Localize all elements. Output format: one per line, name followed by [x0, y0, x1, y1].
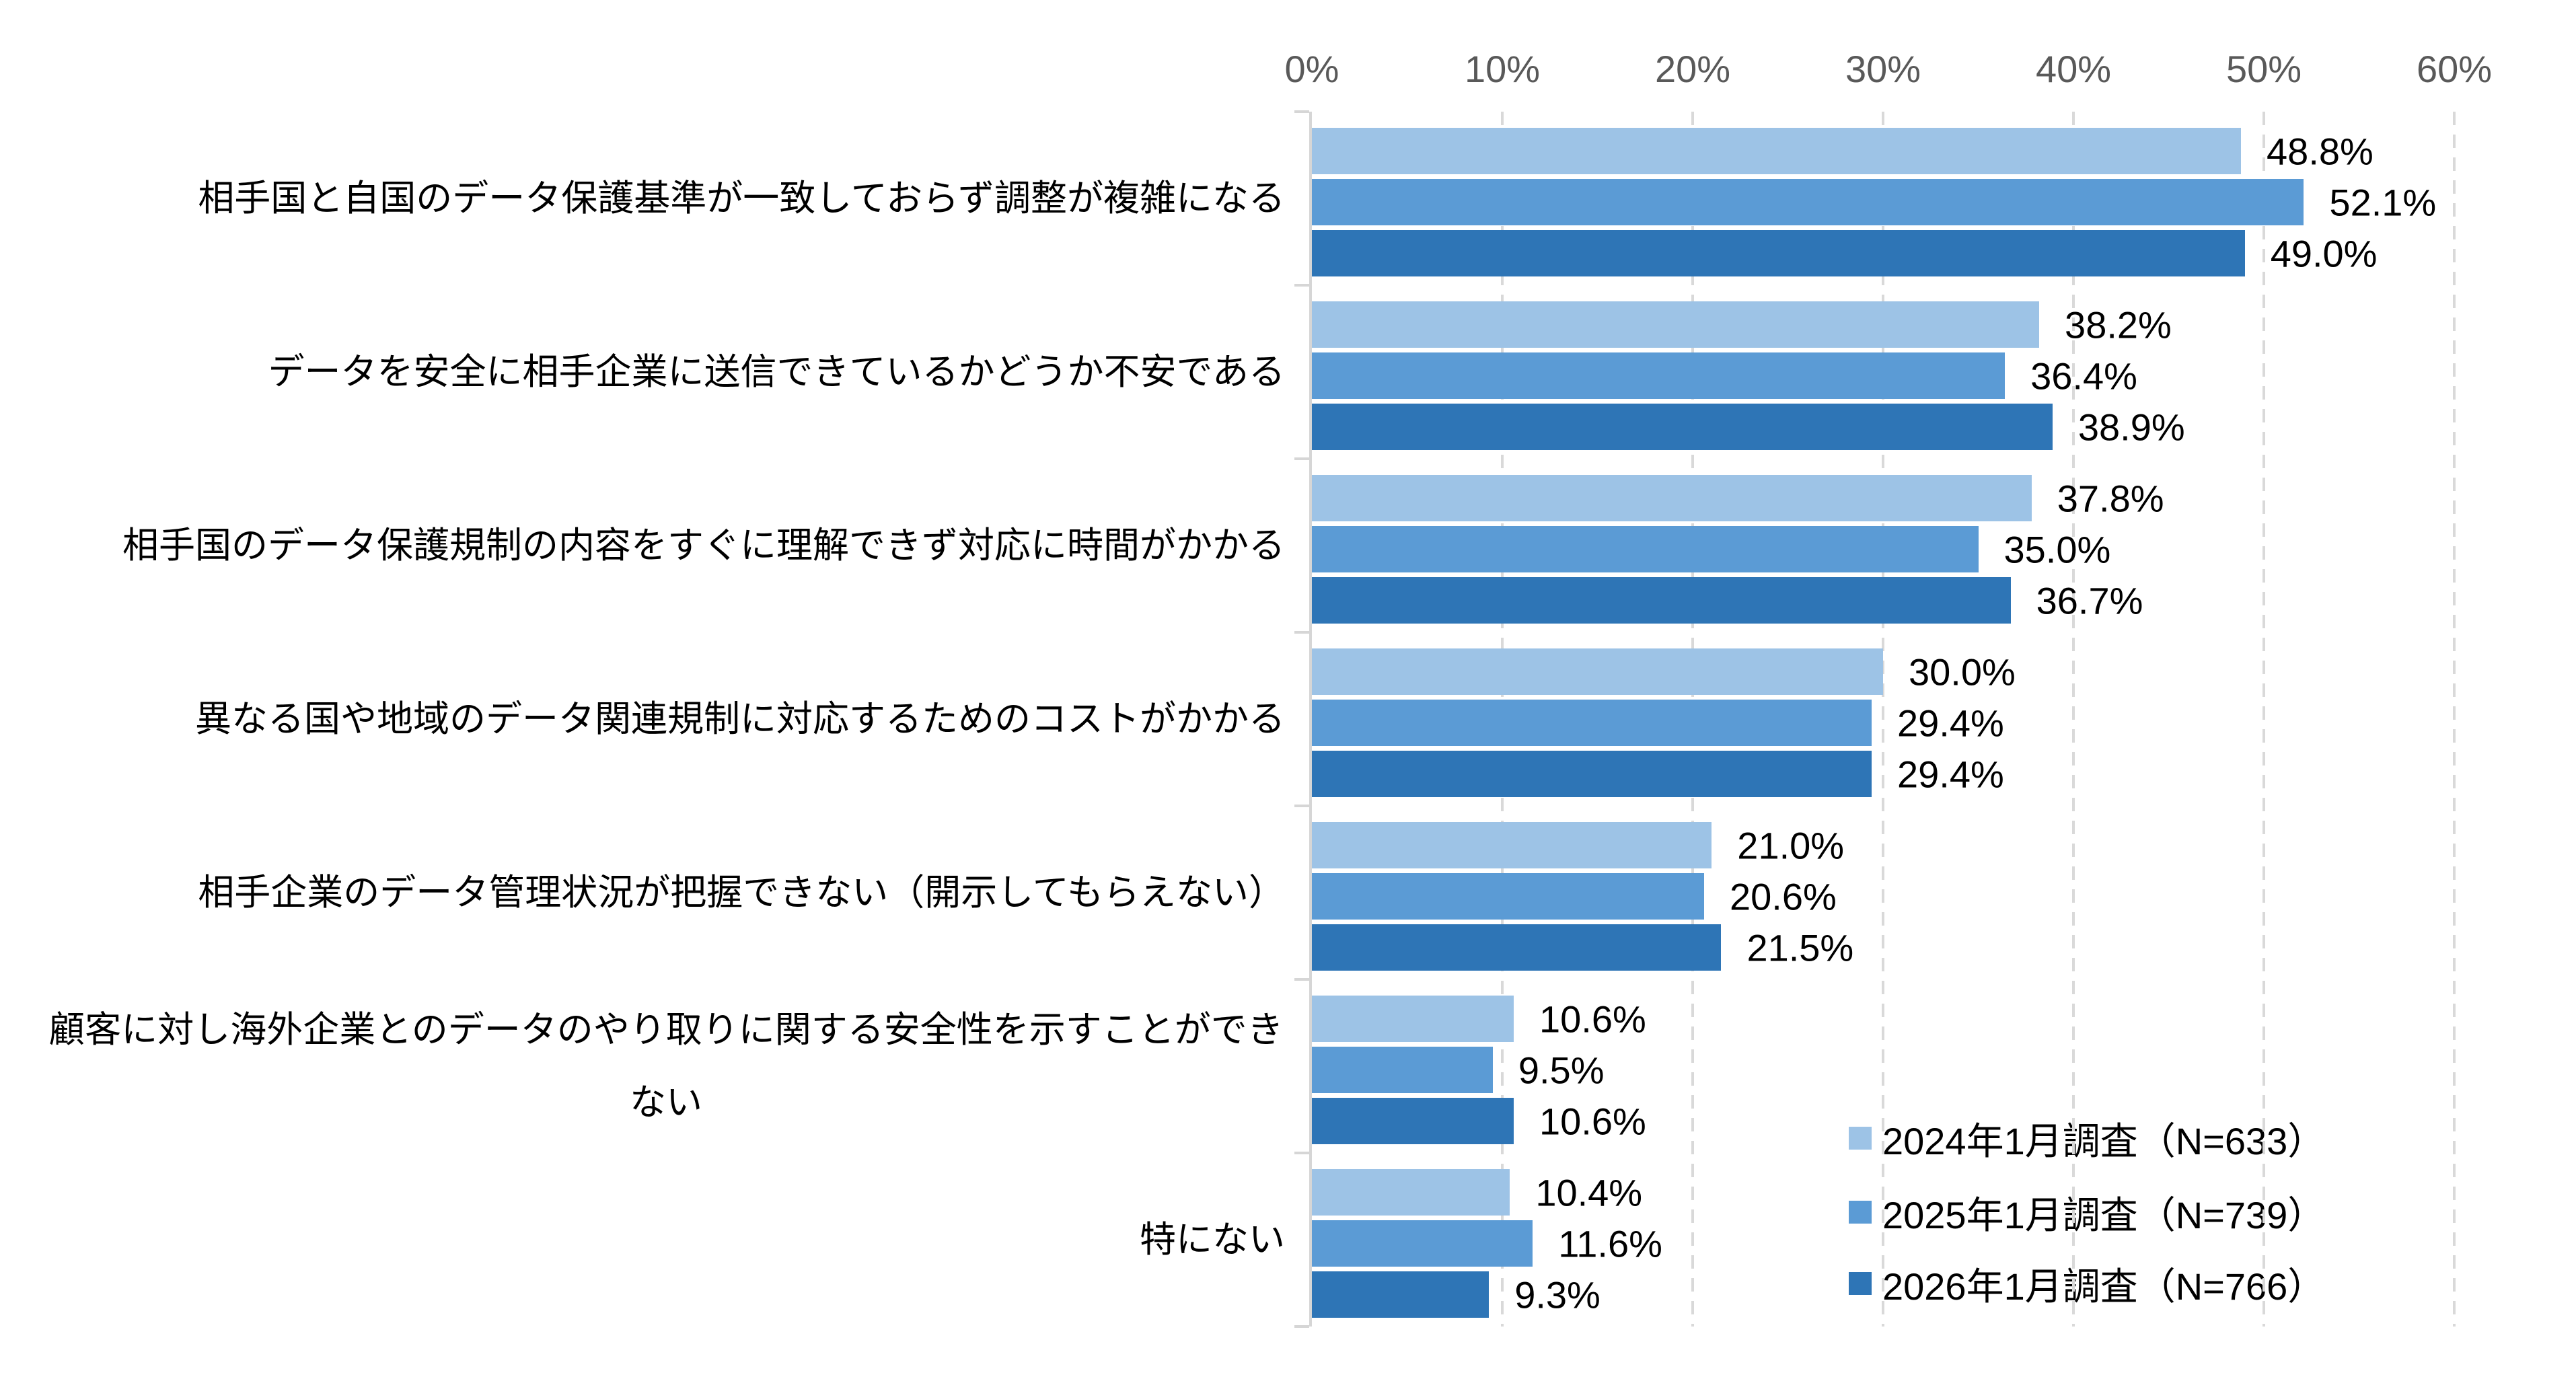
y-axis-tick — [1294, 110, 1309, 113]
bar-value-label: 49.0% — [2270, 232, 2378, 274]
bar — [1312, 128, 2242, 174]
bar-value-label: 11.6% — [1558, 1222, 1662, 1265]
legend-label: 2024年1月調査（N=633） — [1882, 1119, 2326, 1162]
legend-item: 2024年1月調査（N=633） — [1849, 1115, 2325, 1162]
category-label: 異なる国や地域のデータ関連規制に対応するためのコストがかかる — [47, 632, 1285, 806]
bar-value-label: 21.5% — [1746, 926, 1854, 969]
x-axis-tick-label: 40% — [2035, 48, 2112, 90]
bar — [1312, 526, 1979, 572]
bar-value-label: 38.2% — [2065, 303, 2172, 346]
category-label-text: 特にない — [1140, 1220, 1285, 1260]
bar — [1312, 179, 2304, 225]
y-axis-tick — [1294, 978, 1309, 981]
bar-value-label: 30.0% — [1909, 650, 2016, 693]
bar — [1312, 1169, 1510, 1216]
category-label-text: 相手国と自国のデータ保護基準が一致しておらず調整が複雑になる — [198, 178, 1285, 219]
y-axis-tick — [1294, 1325, 1309, 1328]
gridline — [2262, 112, 2265, 1327]
category-label: 特にない — [47, 1153, 1285, 1327]
bar — [1312, 577, 2011, 624]
category-label: 相手国のデータ保護規制の内容をすぐに理解できず対応に時間がかかる — [47, 459, 1285, 632]
legend-item: 2025年1月調査（N=739） — [1849, 1189, 2325, 1236]
bar — [1312, 996, 1514, 1042]
bar-value-label: 29.4% — [1897, 753, 2004, 795]
bar-value-label: 10.6% — [1539, 998, 1646, 1040]
bar — [1312, 1047, 1493, 1093]
bar — [1312, 873, 1704, 920]
x-axis-tick-label: 60% — [2416, 48, 2493, 90]
category-label: 相手国と自国のデータ保護基準が一致しておらず調整が複雑になる — [47, 112, 1285, 285]
bar-value-label: 9.3% — [1514, 1273, 1600, 1316]
y-axis-tick — [1294, 457, 1309, 460]
bar-value-label: 9.5% — [1518, 1049, 1605, 1091]
category-label-text: 相手国のデータ保護規制の内容をすぐに理解できず対応に時間がかかる — [122, 525, 1285, 566]
category-label-text: 顧客に対し海外企業とのデータのやり取りに関する安全性を示すことができない — [48, 1010, 1284, 1123]
bar-value-label: 21.0% — [1737, 824, 1845, 866]
category-label-text: データを安全に相手企業に送信できているかどうか不安である — [268, 352, 1285, 392]
bar-value-label: 52.1% — [2329, 181, 2437, 223]
bar — [1312, 700, 1872, 746]
bar-value-label: 37.8% — [2057, 477, 2164, 519]
bar-value-label: 38.9% — [2077, 406, 2185, 448]
x-axis-tick-label: 0% — [1284, 48, 1339, 90]
category-label: 顧客に対し海外企業とのデータのやり取りに関する安全性を示すことができない — [47, 979, 1285, 1153]
bar — [1312, 822, 1712, 868]
bar-value-label: 35.0% — [2003, 528, 2111, 570]
legend-label: 2025年1月調査（N=739） — [1882, 1193, 2326, 1236]
legend-label: 2026年1月調査（N=766） — [1882, 1265, 2326, 1308]
x-axis-tick-label: 30% — [1845, 48, 1921, 90]
category-label: データを安全に相手企業に送信できているかどうか不安である — [47, 285, 1285, 459]
bar — [1312, 404, 2053, 450]
bar-value-label: 20.6% — [1729, 875, 1837, 918]
bar — [1312, 1271, 1489, 1318]
category-label-text: 相手企業のデータ管理状況が把握できない（開示してもらえない） — [198, 872, 1285, 913]
bar — [1312, 475, 2032, 521]
y-axis-tick — [1294, 631, 1309, 634]
bar-value-label: 48.8% — [2267, 130, 2373, 172]
y-axis-tick — [1294, 1152, 1309, 1154]
legend-item: 2026年1月調査（N=766） — [1849, 1260, 2325, 1308]
category-label-text: 異なる国や地域のデータ関連規制に対応するためのコストがかかる — [195, 699, 1285, 739]
gridline — [1882, 112, 1884, 1327]
bar — [1312, 301, 2040, 348]
gridline — [2453, 112, 2456, 1327]
bar — [1312, 1220, 1533, 1267]
category-label: 相手企業のデータ管理状況が把握できない（開示してもらえない） — [47, 806, 1285, 979]
bar-value-label: 29.4% — [1897, 702, 2004, 744]
bar-value-label: 10.4% — [1535, 1171, 1643, 1214]
y-axis-tick — [1294, 805, 1309, 807]
legend-swatch — [1849, 1201, 1872, 1224]
y-axis-line — [1309, 112, 1312, 1327]
y-axis-tick — [1294, 284, 1309, 287]
bar — [1312, 352, 2005, 399]
legend-swatch — [1849, 1272, 1872, 1295]
bar — [1312, 1098, 1514, 1144]
bar — [1312, 648, 1883, 695]
x-axis-tick-label: 10% — [1464, 48, 1541, 90]
bar-value-label: 36.7% — [2036, 579, 2143, 622]
x-axis-tick-label: 50% — [2225, 48, 2302, 90]
bar — [1312, 751, 1872, 797]
x-axis-tick-label: 20% — [1654, 48, 1731, 90]
bar — [1312, 230, 2245, 276]
gridline — [2072, 112, 2075, 1327]
legend-swatch — [1849, 1127, 1872, 1150]
bar — [1312, 924, 1722, 971]
bar-value-label: 36.4% — [2030, 354, 2137, 397]
bar-value-label: 10.6% — [1539, 1100, 1646, 1142]
